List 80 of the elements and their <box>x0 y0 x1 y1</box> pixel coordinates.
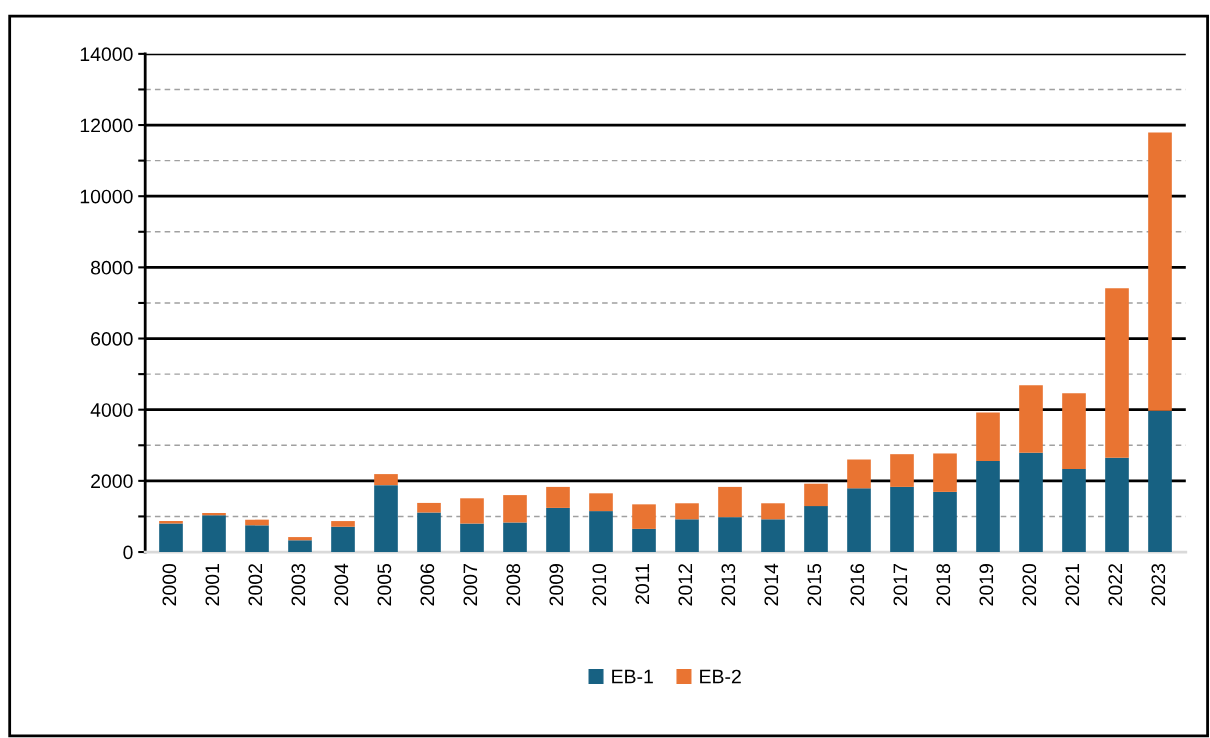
bar <box>804 483 828 507</box>
bar <box>503 495 527 523</box>
y-tick-label: 8000 <box>90 260 133 275</box>
bar <box>159 523 183 553</box>
bar <box>1148 132 1172 411</box>
y-tick-label: 6000 <box>91 332 133 346</box>
x-tick-label: 2021 <box>1065 564 1080 606</box>
bar <box>847 488 871 553</box>
bar <box>546 507 570 553</box>
x-tick-label: 2004 <box>334 563 349 606</box>
bar <box>374 474 398 486</box>
bar <box>331 521 355 527</box>
bar <box>202 515 226 553</box>
bar <box>460 523 484 553</box>
bar <box>933 453 957 492</box>
bar <box>718 517 742 553</box>
x-tick-label: 2013 <box>721 563 736 606</box>
x-tick-label: 2018 <box>936 563 951 606</box>
x-tick-label: 2015 <box>807 563 822 606</box>
bar <box>1062 469 1086 553</box>
y-tick-label: 2000 <box>91 474 133 489</box>
x-tick-label: 2012 <box>678 564 693 606</box>
x-tick-label: 2005 <box>377 563 392 606</box>
bar <box>1105 288 1129 458</box>
bar <box>890 486 914 553</box>
bar <box>675 519 699 553</box>
x-tick-label: 2008 <box>506 563 521 606</box>
y-tick-label: 0 <box>123 545 133 560</box>
bar <box>847 459 871 489</box>
bar <box>589 511 613 553</box>
bar <box>804 506 828 553</box>
bar <box>1019 452 1043 553</box>
bar <box>1148 410 1172 553</box>
y-tick-label: 4000 <box>90 403 133 417</box>
x-tick-label: 2010 <box>592 563 607 606</box>
legend-label: EB-1 <box>612 669 653 684</box>
legend-label: EB-2 <box>700 669 741 684</box>
x-tick-label: 2000 <box>162 563 177 606</box>
x-tick-label: 2009 <box>549 564 564 606</box>
bar <box>1019 385 1043 453</box>
bar <box>933 491 957 553</box>
x-tick-label: 2003 <box>291 563 306 606</box>
bar <box>159 521 183 524</box>
x-tick-label: 2023 <box>1151 563 1166 606</box>
bar <box>890 454 914 487</box>
bar <box>632 504 656 529</box>
bar <box>245 525 269 553</box>
bar <box>288 540 312 553</box>
bar <box>331 526 355 553</box>
x-tick-label: 2014 <box>764 563 779 606</box>
bar <box>976 412 1000 461</box>
bar <box>1062 393 1086 470</box>
bar <box>589 493 613 512</box>
x-tick-label: 2020 <box>1022 563 1037 606</box>
x-tick-label: 2019 <box>979 564 994 606</box>
x-tick-label: 2022 <box>1108 564 1123 606</box>
bar <box>288 537 312 541</box>
x-tick-label: 2007 <box>463 564 478 606</box>
bar <box>546 486 570 508</box>
y-tick-label: 12000 <box>80 118 133 133</box>
bar <box>503 522 527 553</box>
x-tick-label: 2011 <box>635 564 650 604</box>
bar <box>417 502 441 513</box>
x-tick-label: 2001 <box>205 564 220 606</box>
bar <box>718 486 742 518</box>
bar <box>675 503 699 520</box>
bar <box>374 485 398 553</box>
y-tick-label: 14000 <box>80 47 133 62</box>
bar <box>1105 457 1129 553</box>
x-tick-label: 2002 <box>248 564 263 606</box>
bar <box>976 460 1000 553</box>
x-tick-label: 2017 <box>893 564 908 606</box>
bar <box>460 498 484 524</box>
x-tick-label: 2016 <box>850 563 865 606</box>
y-tick-label: 10000 <box>80 189 133 204</box>
x-tick-label: 2006 <box>420 563 435 606</box>
bar <box>761 519 785 553</box>
bar <box>632 528 656 553</box>
bar <box>761 503 785 520</box>
bar <box>417 512 441 553</box>
